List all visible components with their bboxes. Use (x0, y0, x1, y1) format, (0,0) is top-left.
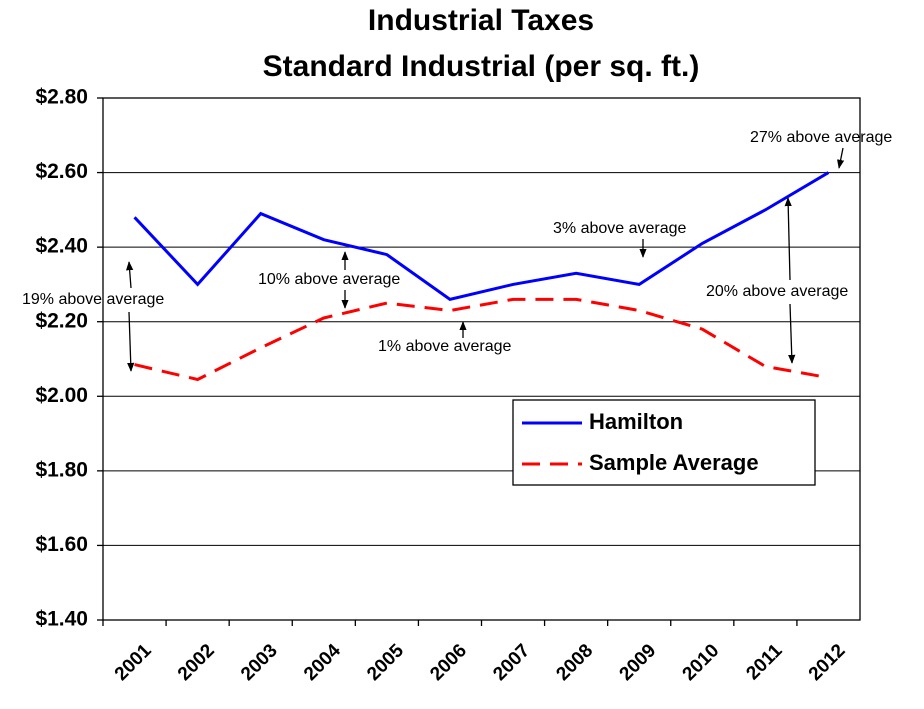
x-tick-label: 2004 (300, 640, 345, 685)
plot-frame (102, 97, 861, 621)
x-tick-label: 2010 (679, 640, 724, 685)
y-tick-label: $2.20 (35, 309, 88, 332)
annotation-arrow (127, 311, 135, 372)
annotation-arrow (788, 303, 796, 364)
annotation: 3% above average (553, 220, 687, 237)
annotations: 27% above average 3% above average 10% a… (22, 129, 892, 372)
annotation: 20% above average (706, 283, 848, 300)
y-tick-label: $2.80 (35, 86, 88, 109)
x-tick-label: 2011 (742, 640, 786, 684)
x-tick-label: 2008 (552, 640, 597, 685)
x-tick-label: 2001 (111, 640, 156, 685)
y-tick-label: $1.80 (35, 458, 88, 481)
x-tick-label: 2006 (426, 640, 471, 685)
chart-title: Industrial Taxes (368, 4, 594, 37)
legend-label: Sample Average (589, 450, 759, 475)
annotation: 19% above average (22, 291, 164, 308)
x-tick-label: 2005 (363, 640, 408, 685)
annotation-arrow (837, 147, 845, 169)
x-tick-label: 2007 (489, 640, 534, 685)
legend-label: Hamilton (589, 409, 683, 434)
y-tick-label: $2.60 (35, 160, 88, 183)
x-tick-label: 2009 (616, 640, 661, 685)
annotation-arrow (125, 261, 134, 289)
series-line (133, 171, 830, 301)
annotation-arrow (784, 197, 792, 281)
y-tick-label: $2.00 (35, 384, 88, 407)
series-line (134, 297, 829, 382)
legend-box (512, 399, 816, 486)
annotation: 1% above average (378, 338, 512, 355)
chart-subtitle: Standard Industrial (per sq. ft.) (263, 50, 700, 83)
annotation: 27% above average (750, 129, 892, 146)
x-tick-label: 2012 (805, 640, 850, 685)
y-tick-label: $2.40 (35, 235, 88, 258)
y-tick-label: $1.60 (35, 533, 88, 556)
y-tick-label: $1.40 (35, 608, 88, 631)
annotation: 10% above average (258, 271, 400, 288)
x-tick-label: 2003 (237, 640, 282, 685)
x-tick-label: 2002 (174, 640, 219, 685)
